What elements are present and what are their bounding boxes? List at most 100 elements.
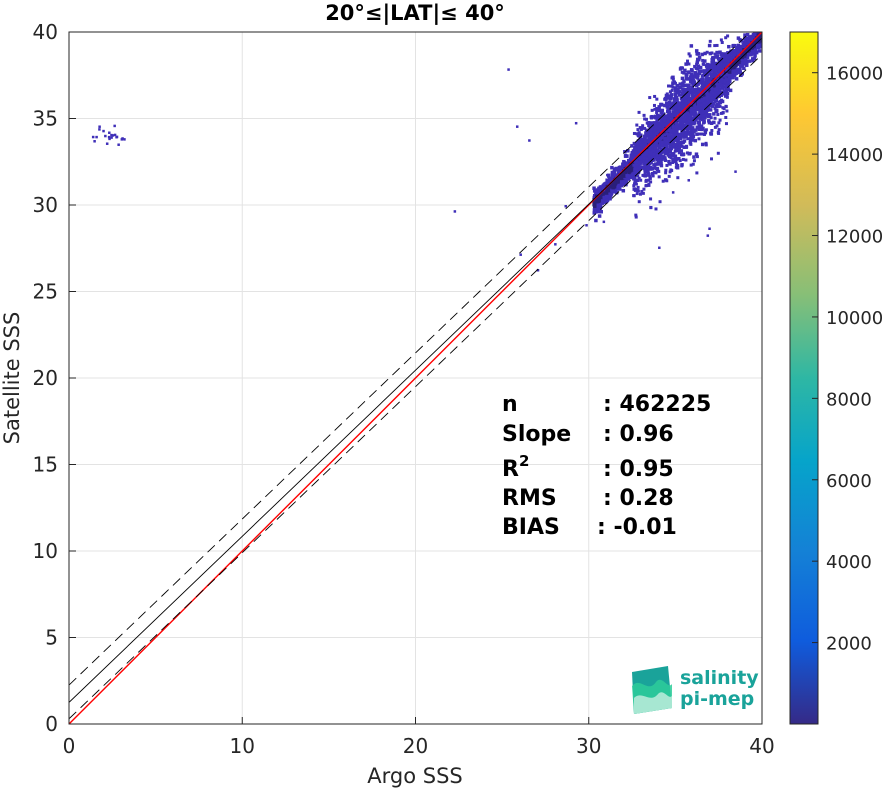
- density-cell: [663, 136, 667, 140]
- density-cell: [640, 189, 644, 193]
- density-cell: [692, 120, 696, 124]
- density-cell: [655, 113, 660, 118]
- density-cell: [626, 169, 630, 173]
- density-cell: [675, 157, 679, 161]
- x-tick-label: 40: [749, 734, 774, 758]
- density-cell: [671, 161, 675, 165]
- density-cell: [635, 141, 640, 146]
- density-cell: [695, 132, 699, 136]
- density-cell: [659, 103, 663, 107]
- density-cell: [736, 58, 741, 62]
- density-cell: [690, 126, 695, 130]
- density-cell: [686, 92, 690, 96]
- density-cell: [687, 127, 691, 131]
- density-cell: [595, 207, 600, 212]
- density-cell: [601, 192, 605, 196]
- density-cell: [645, 166, 649, 170]
- density-cell: [715, 82, 719, 86]
- density-cell: [665, 132, 669, 136]
- density-cell: [649, 132, 653, 136]
- density-cell: [718, 50, 722, 54]
- density-cell: [639, 156, 643, 160]
- density-cell: [610, 188, 614, 193]
- density-cell: [672, 129, 676, 133]
- density-cell: [698, 114, 702, 118]
- density-cell: [111, 134, 115, 137]
- density-cell: [655, 153, 659, 157]
- density-cell: [643, 126, 647, 130]
- density-cell: [644, 184, 648, 188]
- density-cell: [647, 154, 651, 158]
- density-cell: [634, 160, 638, 164]
- density-cell: [719, 38, 723, 42]
- density-cell: [670, 118, 674, 122]
- density-cell: [738, 67, 742, 71]
- density-cell: [655, 118, 659, 123]
- y-tick-label: 40: [33, 20, 58, 44]
- density-cell: [650, 144, 654, 148]
- density-cell: [700, 52, 704, 57]
- density-cell: [678, 121, 683, 125]
- density-cell: [690, 106, 694, 110]
- density-cell: [674, 93, 678, 97]
- density-cell: [658, 124, 662, 128]
- density-cell: [757, 41, 761, 45]
- y-tick-label: 35: [33, 107, 58, 131]
- density-cell: [700, 128, 704, 132]
- density-cell: [682, 89, 686, 94]
- density-cell: [666, 123, 670, 127]
- density-cell: [692, 75, 696, 79]
- density-cell: [703, 70, 707, 74]
- density-cell: [681, 87, 685, 91]
- density-cell: [665, 140, 669, 144]
- density-cell: [697, 132, 701, 136]
- density-cell: [678, 109, 682, 114]
- density-cell: [720, 62, 724, 66]
- y-tick-label: 30: [33, 193, 58, 217]
- density-cell: [649, 154, 653, 158]
- density-cell: [649, 149, 653, 154]
- density-cell: [736, 49, 740, 54]
- density-cell: [639, 146, 643, 150]
- density-cell: [528, 139, 531, 142]
- density-cell: [690, 110, 695, 115]
- density-cell: [678, 119, 682, 123]
- density-cell: [673, 159, 678, 164]
- density-cell: [659, 157, 663, 161]
- density-cell: [733, 72, 737, 77]
- density-cell: [710, 100, 714, 104]
- density-cell: [694, 71, 698, 75]
- density-cell: [668, 155, 672, 159]
- density-cell: [646, 163, 650, 167]
- density-cell: [717, 128, 721, 132]
- density-cell: [637, 166, 641, 170]
- density-cell: [98, 125, 101, 128]
- density-cell: [653, 165, 657, 169]
- density-cell: [671, 106, 675, 110]
- density-cell: [709, 121, 714, 125]
- density-cell: [624, 180, 629, 185]
- density-cell: [664, 93, 669, 98]
- density-cell: [691, 78, 696, 83]
- density-cell: [658, 116, 662, 120]
- density-cell: [695, 76, 700, 80]
- density-cell: [599, 196, 604, 200]
- density-cell: [626, 177, 631, 181]
- density-cell: [701, 106, 705, 110]
- density-cell: [759, 36, 762, 41]
- density-cell: [700, 74, 705, 78]
- density-cell: [704, 131, 708, 135]
- density-cell: [679, 107, 683, 111]
- density-cell: [626, 149, 630, 153]
- density-cell: [694, 94, 698, 98]
- density-cell: [619, 175, 624, 180]
- density-cell: [690, 87, 694, 91]
- density-cell: [663, 116, 667, 120]
- density-cell: [622, 174, 627, 178]
- density-cell: [604, 191, 608, 196]
- density-cell: [728, 50, 733, 55]
- density-cell: [707, 84, 711, 88]
- density-cell: [708, 101, 712, 105]
- density-cell: [727, 44, 731, 49]
- density-cell: [751, 50, 756, 54]
